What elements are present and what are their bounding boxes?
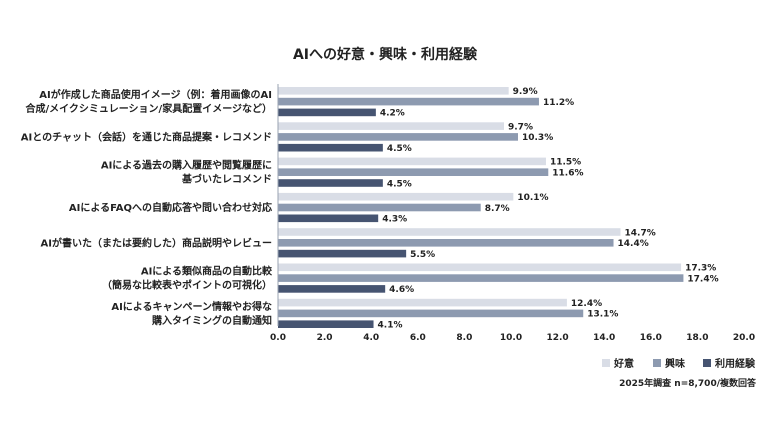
data-label: 11.5% — [550, 158, 581, 168]
data-label: 8.7% — [485, 204, 510, 214]
bar — [278, 203, 481, 212]
survey-note: 2025年調査 n=8,700/複数回答 — [619, 377, 757, 389]
bar — [278, 179, 383, 187]
data-label: 5.5% — [410, 250, 435, 260]
bar — [278, 298, 567, 307]
bar — [278, 133, 518, 141]
x-tick-label: 20.0 — [733, 333, 755, 343]
category-group: AIとのチャット（会話）を通じた商品提案・レコメンド 9.7%10.3% 4.5% — [21, 122, 553, 154]
legend-label: 好意 — [613, 357, 634, 370]
bar — [278, 168, 549, 176]
bar — [278, 285, 386, 293]
data-label: 9.9% — [513, 87, 538, 97]
category-group: AIによるFAQへの自動応答や問い合わせ対応 10.1% 8.7% 4.3% — [69, 192, 549, 225]
category-label: 合成/メイクシミュレーション/家具配置イメージなど） — [24, 102, 272, 115]
x-tick-label: 14.0 — [593, 333, 615, 343]
data-label: 4.5% — [387, 179, 412, 189]
bar — [278, 249, 407, 258]
data-label: 4.1% — [378, 321, 403, 331]
category-label: 基づいたレコメンド — [181, 173, 272, 186]
data-label: 14.7% — [625, 228, 656, 238]
data-label: 11.2% — [543, 98, 574, 108]
legend-swatch — [602, 359, 610, 367]
legend-item: 好意 — [602, 357, 634, 370]
bar — [278, 274, 684, 282]
category-label: AIによる過去の購入履歴や閲覧履歴に — [101, 159, 272, 172]
bar — [278, 108, 376, 117]
x-tick-label: 10.0 — [500, 333, 522, 343]
data-label: 10.1% — [517, 193, 548, 203]
data-label: 12.4% — [571, 299, 602, 309]
data-label: 11.6% — [552, 169, 583, 179]
data-label: 4.3% — [382, 215, 407, 225]
legend-swatch — [703, 359, 711, 367]
bar — [278, 97, 539, 106]
x-tick-label: 0.0 — [270, 333, 286, 343]
data-label: 10.3% — [522, 133, 553, 143]
bar — [278, 263, 682, 272]
legend: 好意 興味 利用経験 — [602, 357, 756, 370]
category-label: AIとのチャット（会話）を通じた商品提案・レコメンド — [21, 130, 272, 143]
legend-item: 利用経験 — [703, 357, 756, 370]
data-label: 13.1% — [587, 310, 618, 320]
category-label: AIによるFAQへの自動応答や問い合わせ対応 — [69, 201, 272, 214]
category-label: （簡易な比較表やポイントの可視化） — [102, 279, 272, 292]
data-label: 17.3% — [685, 264, 716, 274]
data-label: 4.5% — [387, 144, 412, 154]
category-group: AIが書いた（または要約した）商品説明やレビュー 14.7%14.4% 5.5% — [41, 228, 656, 260]
plot-area: AIが作成した商品使用イメージ（例：着用画像のAI合成/メイクシミュレーション/… — [21, 84, 755, 343]
chart-title: AIへの好意・興味・利用経験 — [293, 46, 478, 63]
x-tick-label: 18.0 — [686, 333, 708, 343]
bar — [278, 214, 379, 223]
data-label: 14.4% — [618, 239, 649, 249]
bar — [278, 122, 505, 130]
bar — [278, 143, 383, 152]
bar — [278, 320, 374, 328]
bar — [278, 228, 621, 236]
legend-item: 興味 — [653, 357, 685, 370]
bar — [278, 192, 514, 201]
x-tick-label: 6.0 — [410, 333, 426, 343]
x-tick-label: 12.0 — [546, 333, 568, 343]
category-label: AIによるキャンペーン情報やお得な — [111, 300, 272, 313]
bar — [278, 87, 509, 95]
category-label: AIによる類似商品の自動比較 — [141, 265, 273, 278]
category-group: AIによる類似商品の自動比較（簡易な比較表やポイントの可視化） 17.3%17.4… — [102, 263, 719, 295]
bar — [278, 239, 614, 247]
data-label: 17.4% — [687, 274, 718, 284]
bar — [278, 157, 546, 166]
data-label: 9.7% — [508, 122, 533, 132]
legend-label: 興味 — [665, 357, 685, 370]
legend-swatch — [653, 359, 661, 367]
bar — [278, 309, 584, 318]
category-label: AIが作成した商品使用イメージ（例：着用画像のAI — [39, 88, 272, 101]
data-label: 4.2% — [380, 109, 405, 119]
category-label: 購入タイミングの自動通知 — [151, 314, 272, 327]
category-group: AIが作成した商品使用イメージ（例：着用画像のAI合成/メイクシミュレーション/… — [24, 87, 574, 119]
x-tick-label: 8.0 — [456, 333, 472, 343]
data-label: 4.6% — [389, 285, 414, 295]
x-tick-label: 16.0 — [640, 333, 662, 343]
x-tick-label: 2.0 — [317, 333, 333, 343]
legend-label: 利用経験 — [715, 357, 756, 370]
category-label: AIが書いた（または要約した）商品説明やレビュー — [41, 236, 272, 249]
x-tick-label: 4.0 — [363, 333, 379, 343]
